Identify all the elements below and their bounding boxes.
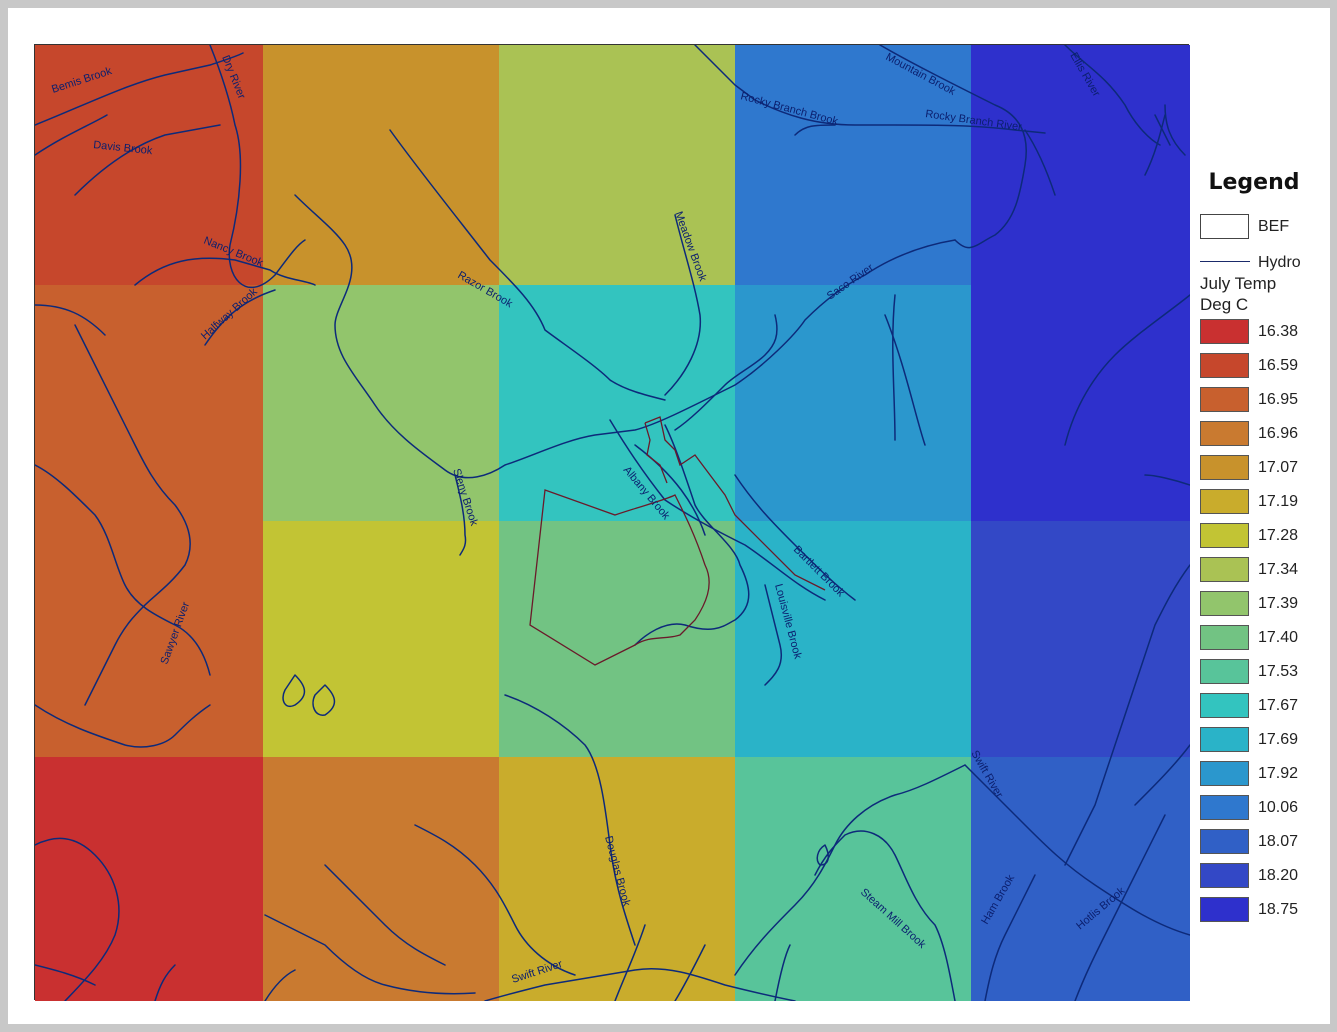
grid-cell-r2-c4 <box>971 521 1190 757</box>
map-legend: Legend BEF Hydro July Temp Deg C 16.38 16… <box>1198 170 1328 195</box>
legend-value-label: 16.59 <box>1258 357 1298 375</box>
legend-scale-item: 17.67 <box>1198 689 1328 723</box>
legend-value-label: 16.95 <box>1258 391 1298 409</box>
legend-color-swatch <box>1200 795 1249 820</box>
legend-scale-item: 17.19 <box>1198 485 1328 519</box>
grid-cell-r0-c2 <box>499 45 735 285</box>
legend-color-swatch <box>1200 659 1249 684</box>
legend-value-label: 17.92 <box>1258 765 1298 783</box>
legend-color-swatch <box>1200 693 1249 718</box>
legend-color-swatch <box>1200 761 1249 786</box>
legend-scale-item: 18.07 <box>1198 825 1328 859</box>
temperature-scale: 16.38 16.59 16.95 16.96 17.07 17.19 17.28 17.34… <box>1198 315 1328 927</box>
legend-color-swatch <box>1200 523 1249 548</box>
legend-scale-item: 16.95 <box>1198 383 1328 417</box>
legend-value-label: 17.19 <box>1258 493 1298 511</box>
legend-color-swatch <box>1200 625 1249 650</box>
legend-scale-item: 17.40 <box>1198 621 1328 655</box>
legend-color-swatch <box>1200 727 1249 752</box>
legend-color-swatch <box>1200 319 1249 344</box>
grid-cell-r2-c0 <box>35 521 263 757</box>
legend-value-label: 17.69 <box>1258 731 1298 749</box>
legend-color-swatch <box>1200 489 1249 514</box>
legend-scale-item: 18.20 <box>1198 859 1328 893</box>
hydro-line-swatch <box>1200 261 1250 262</box>
temp-title-line2: Deg C <box>1200 294 1276 315</box>
grid-cell-r0-c4 <box>971 45 1190 285</box>
legend-scale-item: 17.34 <box>1198 553 1328 587</box>
legend-value-label: 17.07 <box>1258 459 1298 477</box>
grid-cell-r0-c1 <box>263 45 499 285</box>
legend-color-swatch <box>1200 387 1249 412</box>
legend-color-swatch <box>1200 557 1249 582</box>
legend-color-swatch <box>1200 591 1249 616</box>
legend-value-label: 17.40 <box>1258 629 1298 647</box>
legend-title: Legend <box>1198 170 1310 195</box>
grid-cell-r3-c0 <box>35 757 263 1001</box>
legend-color-swatch <box>1200 421 1249 446</box>
legend-color-swatch <box>1200 863 1249 888</box>
legend-scale-item: 16.38 <box>1198 315 1328 349</box>
legend-scale-item: 17.28 <box>1198 519 1328 553</box>
legend-value-label: 17.34 <box>1258 561 1298 579</box>
legend-scale-item: 18.75 <box>1198 893 1328 927</box>
hydro-label: Hydro <box>1258 254 1301 272</box>
legend-value-label: 18.07 <box>1258 833 1298 851</box>
legend-item-bef: BEF <box>1198 214 1328 242</box>
legend-color-swatch <box>1200 353 1249 378</box>
bef-label: BEF <box>1258 218 1289 236</box>
legend-scale-item: 10.06 <box>1198 791 1328 825</box>
legend-value-label: 17.28 <box>1258 527 1298 545</box>
legend-scale-item: 17.53 <box>1198 655 1328 689</box>
legend-value-label: 17.53 <box>1258 663 1298 681</box>
legend-color-swatch <box>1200 829 1249 854</box>
legend-value-label: 16.96 <box>1258 425 1298 443</box>
temp-title-line1: July Temp <box>1200 273 1276 294</box>
legend-scale-item: 16.96 <box>1198 417 1328 451</box>
legend-scale-item: 17.92 <box>1198 757 1328 791</box>
grid-cell-r3-c1 <box>263 757 499 1001</box>
legend-scale-item: 17.07 <box>1198 451 1328 485</box>
legend-scale-item: 16.59 <box>1198 349 1328 383</box>
grid-cell-r2-c2 <box>499 521 735 757</box>
legend-value-label: 16.38 <box>1258 323 1298 341</box>
legend-value-label: 18.20 <box>1258 867 1298 885</box>
grid-cell-r1-c3 <box>735 285 971 521</box>
legend-value-label: 18.75 <box>1258 901 1298 919</box>
legend-color-swatch <box>1200 455 1249 480</box>
temperature-legend-title: July Temp Deg C <box>1200 273 1276 315</box>
legend-color-swatch <box>1200 897 1249 922</box>
grid-cell-r2-c3 <box>735 521 971 757</box>
grid-cell-r2-c1 <box>263 521 499 757</box>
legend-value-label: 17.67 <box>1258 697 1298 715</box>
legend-scale-item: 17.69 <box>1198 723 1328 757</box>
grid-cell-r3-c3 <box>735 757 971 1001</box>
legend-value-label: 10.06 <box>1258 799 1298 817</box>
legend-item-hydro: Hydro <box>1198 252 1328 274</box>
legend-scale-item: 17.39 <box>1198 587 1328 621</box>
map-frame[interactable]: Bemis Brook Dry River Davis Brook Nancy Bro… <box>34 44 1189 1000</box>
bef-swatch <box>1200 214 1249 239</box>
legend-value-label: 17.39 <box>1258 595 1298 613</box>
